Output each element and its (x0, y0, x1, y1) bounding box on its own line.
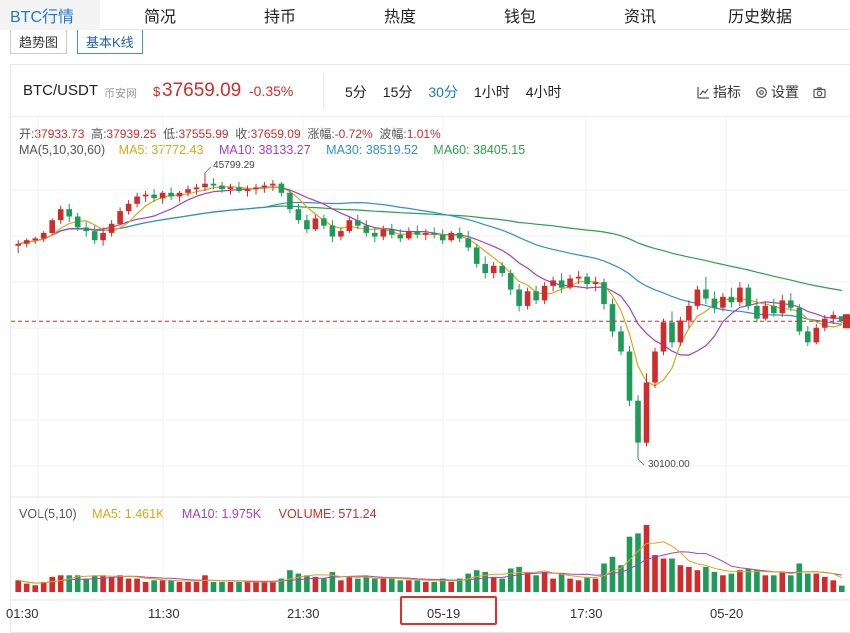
volume-readout: VOL(5,10) MA5: 1.461K MA10: 1.975K VOLUM… (19, 507, 377, 521)
ma10-value: MA10: 38133.27 (218, 143, 311, 157)
divider (323, 73, 324, 109)
nav-tab-3[interactable]: 热度 (383, 9, 416, 26)
chart-mode-tabs: 趋势图 基本K线 (10, 30, 143, 54)
top-nav: BTC行情 简况 持币 热度 钱包 资讯 历史数据 (0, 0, 850, 30)
ma5-value: MA5: 37772.43 (118, 143, 204, 157)
settings-label: 设置 (771, 84, 799, 100)
interval-selector: 5分 15分 30分 1小时 4小时 (345, 82, 578, 102)
high-label: 高: (91, 127, 107, 141)
nav-tab-5[interactable]: 资讯 (623, 9, 656, 26)
x-tick-label: 11:30 (148, 606, 180, 621)
close-value: 37659.09 (250, 127, 301, 141)
settings-button[interactable]: 设置 (755, 82, 799, 102)
x-tick-label: 21:30 (287, 606, 320, 621)
amp-value: -0.72% (334, 127, 373, 141)
x-tick-label: 05-20 (710, 606, 744, 621)
open-label: 开: (19, 127, 35, 141)
ma60-value: MA60: 38405.15 (433, 143, 526, 157)
high-value: 37939.25 (106, 127, 157, 141)
indicator-button[interactable]: 指标 (697, 82, 741, 102)
amp-label: 涨幅: (307, 127, 335, 141)
low-label: 低: (163, 127, 179, 141)
low-value: 37555.99 (178, 127, 229, 141)
vol-ma5-value: MA5: 1.461K (92, 507, 165, 521)
ma-label: MA(5,10,30,60) (19, 143, 106, 157)
x-axis: 01:30 11:30 21:30 05-19 17:30 05-20 (0, 604, 850, 624)
currency-symbol: $ (153, 84, 161, 99)
camera-button[interactable] (813, 82, 826, 102)
open-value: 37933.73 (34, 127, 85, 141)
x-tick-label: 05-19 (427, 606, 461, 621)
x-tick-label: 17:30 (570, 606, 603, 621)
kline-panel: BTC/USDT 币安网 $ 37659.09 -0.35% 5分 15分 30分 1… (10, 64, 850, 633)
close-label: 收: (235, 127, 251, 141)
interval-2[interactable]: 30分 (428, 84, 458, 100)
price-change: -0.35% (249, 83, 294, 99)
ma-readout: MA(5,10,30,60) MA5: 37772.43 MA10: 38133… (19, 143, 525, 157)
interval-4[interactable]: 4小时 (525, 84, 562, 100)
nav-tab-2[interactable]: 持币 (263, 9, 296, 26)
nav-tab-0[interactable]: BTC行情 (0, 0, 100, 30)
last-price: 37659.09 (162, 80, 242, 101)
x-tick-label: 01:30 (6, 606, 39, 621)
ohlc-readout: 开:37933.73 高:37939.25 低:37555.99 收:37659… (19, 125, 441, 142)
subtab-0[interactable]: 趋势图 (10, 30, 68, 54)
interval-1[interactable]: 15分 (382, 84, 413, 100)
volume-value: VOLUME: 571.24 (278, 507, 377, 521)
vol-label: VOL(5,10) (19, 507, 77, 521)
ma30-value: MA30: 38519.52 (326, 143, 418, 157)
vol-ma10-value: MA10: 1.975K (181, 507, 262, 521)
wave-value: 1.01% (406, 127, 441, 141)
ticker-bar: BTC/USDT 币安网 $ 37659.09 -0.35% 5分 15分 30分 1… (11, 65, 850, 117)
nav-tab-4[interactable]: 钱包 (503, 9, 536, 26)
exchange-name: 币安网 (104, 88, 137, 100)
interval-0[interactable]: 5分 (345, 84, 367, 100)
interval-3[interactable]: 1小时 (473, 84, 510, 100)
wave-label: 波幅: (379, 127, 407, 141)
indicator-label: 指标 (713, 84, 741, 100)
nav-tab-6[interactable]: 历史数据 (727, 9, 792, 26)
nav-tab-1[interactable]: 简况 (143, 9, 176, 26)
highlighted-date-box (400, 596, 497, 625)
subtab-1[interactable]: 基本K线 (77, 30, 143, 54)
camera-icon (813, 86, 826, 98)
indicator-icon (697, 86, 709, 99)
chart-tools: 指标 设置 (697, 82, 826, 102)
pair-name: BTC/USDT (23, 82, 98, 99)
gear-icon (756, 86, 767, 98)
